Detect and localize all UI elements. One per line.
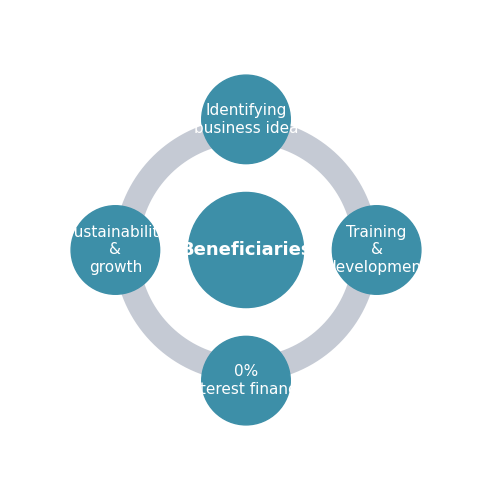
Text: Training
&
development: Training & development	[326, 225, 427, 275]
Circle shape	[333, 206, 421, 294]
Text: Identifying
business idea: Identifying business idea	[194, 103, 298, 136]
Text: 0%
interest finance: 0% interest finance	[186, 364, 306, 397]
Text: Sustainability
&
growth: Sustainability & growth	[63, 225, 167, 275]
Text: Beneficiaries: Beneficiaries	[180, 241, 312, 259]
Circle shape	[202, 336, 290, 425]
Circle shape	[188, 192, 304, 308]
Circle shape	[71, 206, 159, 294]
Circle shape	[202, 75, 290, 164]
